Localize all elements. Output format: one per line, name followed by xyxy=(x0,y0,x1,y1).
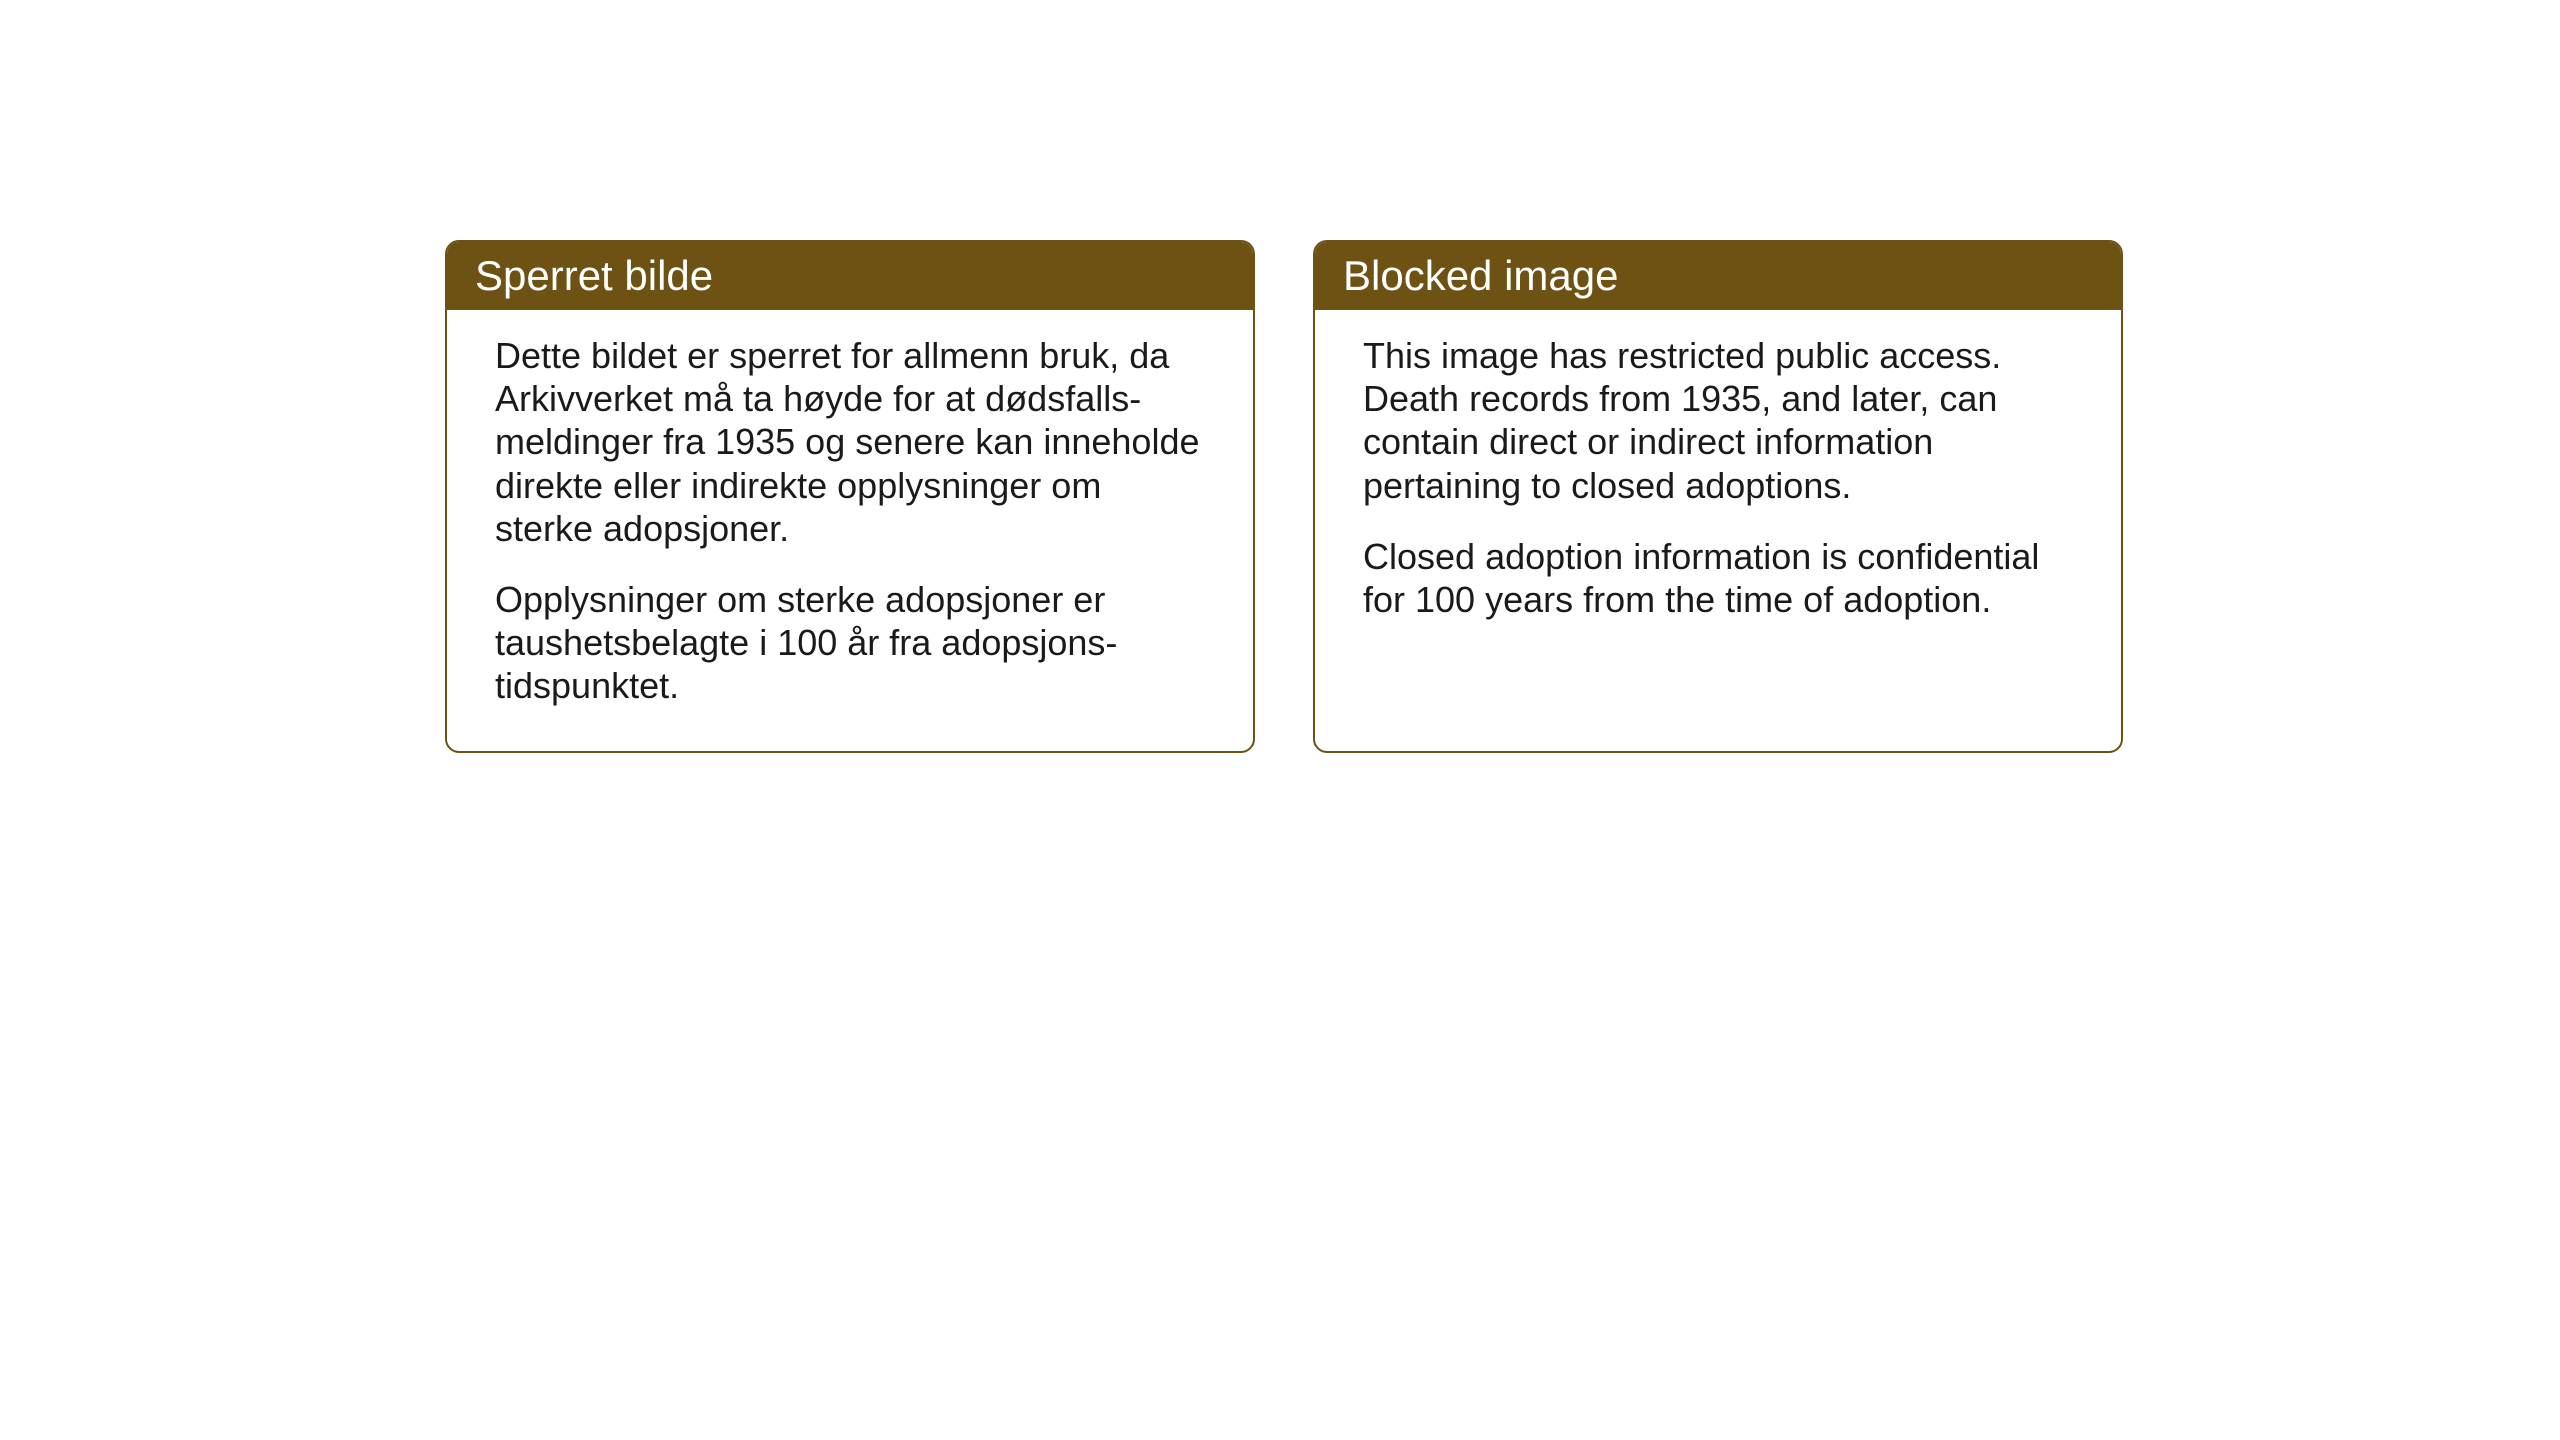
notice-container: Sperret bilde Dette bildet er sperret fo… xyxy=(445,240,2123,753)
norwegian-paragraph-1: Dette bildet er sperret for allmenn bruk… xyxy=(495,334,1205,550)
english-card-title: Blocked image xyxy=(1315,242,2121,310)
english-paragraph-2: Closed adoption information is confident… xyxy=(1363,535,2073,621)
norwegian-card-body: Dette bildet er sperret for allmenn bruk… xyxy=(447,310,1253,740)
english-paragraph-1: This image has restricted public access.… xyxy=(1363,334,2073,507)
norwegian-card-title: Sperret bilde xyxy=(447,242,1253,310)
norwegian-card: Sperret bilde Dette bildet er sperret fo… xyxy=(445,240,1255,753)
norwegian-paragraph-2: Opplysninger om sterke adopsjoner er tau… xyxy=(495,578,1205,708)
english-card-body: This image has restricted public access.… xyxy=(1315,310,2121,653)
english-card: Blocked image This image has restricted … xyxy=(1313,240,2123,753)
